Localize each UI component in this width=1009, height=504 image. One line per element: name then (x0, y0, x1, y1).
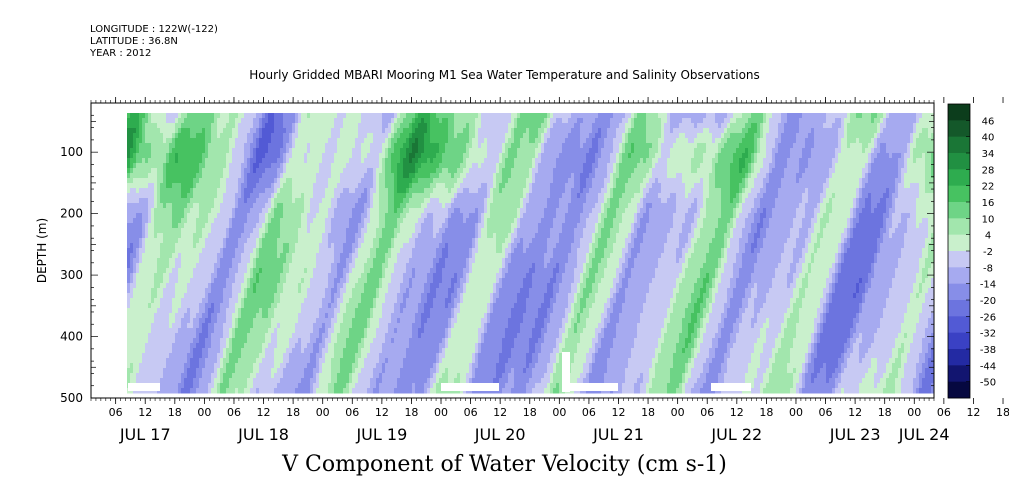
colorbar-swatch (948, 300, 970, 317)
year-label: YEAR : 2012 (90, 48, 152, 59)
y-tick-label: 500 (60, 391, 83, 405)
colorbar-label: 10 (982, 214, 995, 225)
x-hour-tick-label: 18 (404, 406, 418, 419)
x-day-label: JUL 18 (237, 425, 289, 444)
colorbar-swatch (948, 267, 970, 285)
x-hour-tick-label: 12 (611, 406, 625, 419)
colorbar-label: -14 (980, 280, 996, 291)
colorbar-label: 4 (985, 231, 991, 242)
colorbar-label: 22 (982, 182, 995, 193)
y-tick-label: 200 (60, 207, 83, 221)
colorbar-swatch (948, 381, 970, 399)
colorbar-swatch (948, 316, 970, 334)
x-hour-tick-label: 06 (345, 406, 359, 419)
x-hour-tick-label: 06 (582, 406, 596, 419)
colorbar-label: -8 (983, 263, 993, 274)
colorbar-swatch (948, 169, 970, 187)
x-hour-tick-label: 06 (464, 406, 478, 419)
colorbar-swatch (948, 283, 970, 301)
colorbar-label: 28 (982, 165, 995, 176)
colorbar-swatch (948, 349, 970, 366)
colorbar: 46 40 34 28 22 16 10 4 -2 -8 -14 -20 -26 -32 -38 -44 -50 (947, 103, 996, 399)
x-hour-tick-label: 00 (671, 406, 685, 419)
x-day-label: JUL 17 (119, 425, 171, 444)
x-hour-tick-label: 00 (552, 406, 566, 419)
plot-area (127, 113, 935, 394)
x-day-label: JUL 19 (355, 425, 407, 444)
x-day-label: JUL 21 (592, 425, 644, 444)
y-tick-label: 400 (60, 330, 83, 344)
colorbar-swatch (948, 120, 970, 138)
x-day-label: JUL 20 (474, 425, 526, 444)
x-hour-tick-label: 12 (375, 406, 389, 419)
x-day-label: JUL 23 (829, 425, 881, 444)
x-axis-title: V Component of Water Velocity (cm s-1) (282, 452, 727, 477)
x-hour-tick-label: 18 (168, 406, 182, 419)
colorbar-swatch (948, 185, 970, 203)
x-hour-tick-label: 06 (227, 406, 241, 419)
x-hour-tick-label: 12 (257, 406, 271, 419)
x-hour-tick-label: 12 (730, 406, 744, 419)
colorbar-swatch (948, 104, 970, 121)
y-tick-label: 300 (60, 268, 83, 282)
x-hour-tick-label: 06 (937, 406, 951, 419)
colorbar-label: 34 (982, 149, 995, 160)
colorbar-swatch (948, 136, 970, 154)
colorbar-label: -38 (980, 345, 996, 356)
colorbar-swatch (948, 365, 970, 383)
x-hour-tick-label: 18 (286, 406, 300, 419)
colorbar-label: -50 (980, 378, 996, 389)
x-hour-tick-label: 06 (700, 406, 714, 419)
y-tick-label: 100 (60, 145, 83, 159)
y-axis-label: DEPTH (m) (35, 218, 49, 283)
latitude-label: LATITUDE : 36.8N (90, 36, 178, 47)
colorbar-label: -2 (983, 247, 993, 258)
colorbar-label: -32 (980, 329, 996, 340)
longitude-label: LONGITUDE : 122W(-122) (90, 24, 218, 35)
metadata-block: LONGITUDE : 122W(-122) LATITUDE : 36.8N … (90, 24, 218, 60)
x-hour-tick-label: 12 (138, 406, 152, 419)
x-hour-tick-label: 00 (434, 406, 448, 419)
colorbar-label: 40 (982, 133, 995, 144)
colorbar-swatch (948, 234, 970, 252)
x-hour-tick-label: 12 (493, 406, 507, 419)
x-hour-tick-label: 00 (789, 406, 803, 419)
colorbar-swatch (948, 251, 970, 268)
x-hour-tick-label: 00 (197, 406, 211, 419)
colorbar-swatch (948, 153, 970, 170)
x-hour-tick-label: 12 (966, 406, 980, 419)
colorbar-label: -26 (980, 312, 996, 323)
x-hour-tick-label: 18 (996, 406, 1009, 419)
x-hour-tick-label: 06 (109, 406, 123, 419)
x-hour-tick-label: 18 (523, 406, 537, 419)
x-hour-tick-label: 18 (641, 406, 655, 419)
colorbar-label: -44 (980, 361, 996, 372)
x-hour-tick-label: 12 (848, 406, 862, 419)
x-hour-tick-label: 18 (878, 406, 892, 419)
x-hour-tick-label: 18 (759, 406, 773, 419)
x-hour-tick-label: 00 (316, 406, 330, 419)
axes: 06 12 18 00 06 12 18 00 06 12 18 00 06 12 18 00 06 12 18 00… (35, 97, 1009, 444)
x-day-label: JUL 22 (710, 425, 762, 444)
colorbar-swatch (948, 218, 970, 236)
colorbar-swatch (948, 332, 970, 350)
colorbar-label: 46 (982, 116, 995, 127)
x-hour-tick-label: 00 (907, 406, 921, 419)
colorbar-swatch (948, 202, 970, 219)
colorbar-label: 16 (982, 198, 995, 209)
chart-title: Hourly Gridded MBARI Mooring M1 Sea Wate… (249, 68, 760, 82)
x-day-label: JUL 24 (898, 425, 950, 444)
colorbar-label: -20 (980, 296, 996, 307)
x-hour-tick-label: 06 (819, 406, 833, 419)
